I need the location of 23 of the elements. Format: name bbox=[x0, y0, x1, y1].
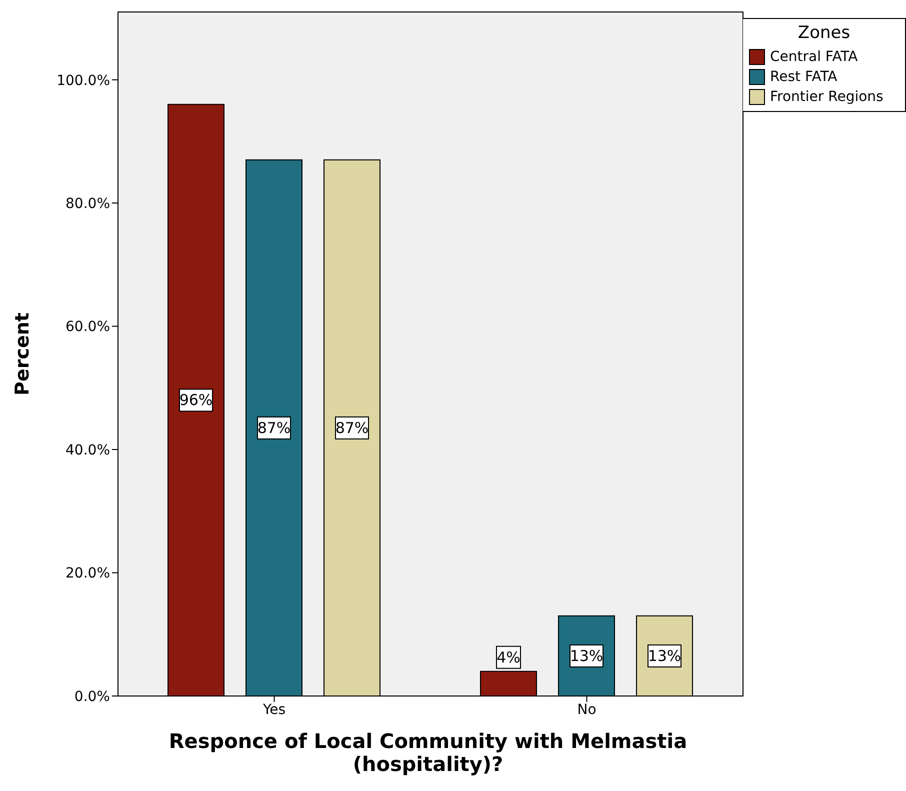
y-tick-label: 0.0% bbox=[74, 688, 110, 705]
bar bbox=[480, 670, 537, 696]
legend-label: Central FATA bbox=[770, 48, 858, 67]
data-label: 87% bbox=[335, 418, 369, 437]
data-label: 13% bbox=[648, 646, 682, 665]
bar bbox=[168, 104, 224, 696]
data-label: 87% bbox=[257, 418, 291, 437]
data-label: 4% bbox=[496, 648, 520, 666]
x-tick-label: No bbox=[577, 702, 596, 718]
x-axis-title: Responce of Local Community with Melmastia (hospitality)? bbox=[168, 729, 688, 776]
y-tick-label: 80.0% bbox=[66, 196, 110, 212]
data-label: 96% bbox=[179, 391, 213, 410]
x-tick-label: Yes bbox=[262, 702, 286, 718]
y-tick-label: 60.0% bbox=[66, 319, 110, 336]
data-label: 13% bbox=[570, 646, 604, 665]
legend-label: Rest FATA bbox=[770, 68, 838, 87]
legend-title: Zones bbox=[796, 23, 852, 43]
y-axis-title: Percent bbox=[12, 312, 34, 396]
y-tick-label: 20.0% bbox=[66, 566, 110, 582]
bar bbox=[324, 159, 380, 696]
y-tick-label: 40.0% bbox=[66, 442, 110, 458]
y-tick-label: 100.0% bbox=[56, 72, 110, 89]
legend-label: Frontier Regions bbox=[770, 88, 884, 107]
